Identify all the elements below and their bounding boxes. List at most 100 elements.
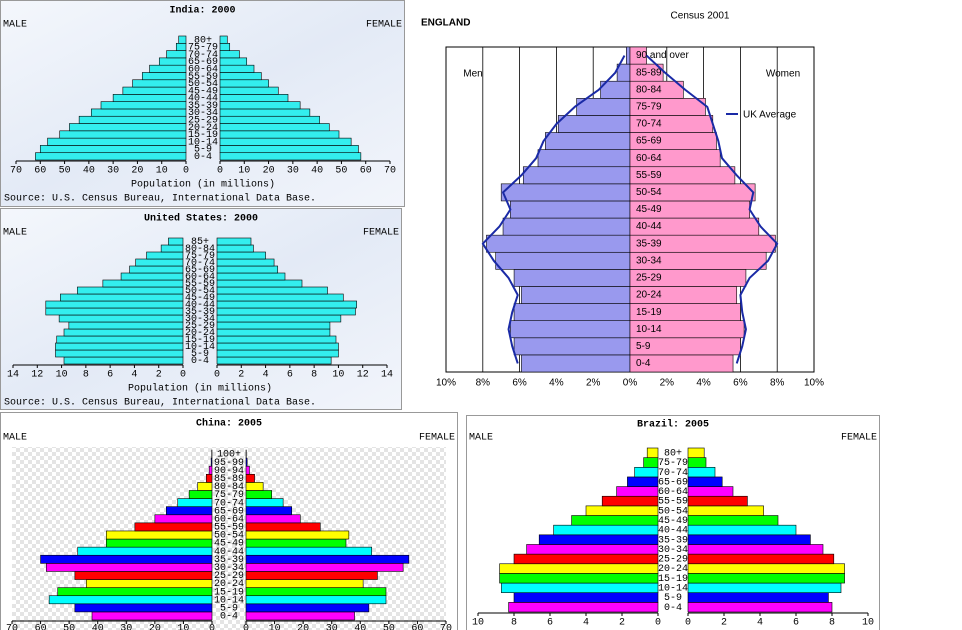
male-bar (122, 86, 187, 95)
age-label: 50-54 (658, 506, 688, 517)
age-label: 65-69 (214, 506, 244, 517)
female-bar (245, 457, 248, 467)
x-axis-label: Population (in millions) (131, 179, 275, 191)
male-bar (59, 130, 187, 139)
female-bar (687, 592, 829, 603)
age-label: 0-4 (220, 612, 238, 623)
female-bar (687, 582, 842, 594)
x-tick-label: 30 (120, 624, 132, 630)
male-bar (57, 587, 213, 597)
female-bar (219, 137, 352, 146)
female-label: FEMALE (419, 433, 455, 444)
x-tick-label: 6% (733, 378, 748, 389)
panel (0, 0, 405, 207)
male-bar (627, 476, 659, 487)
male-bar (616, 486, 659, 497)
male-bar (165, 506, 213, 516)
male-bar (74, 571, 213, 580)
female-bar (245, 603, 370, 613)
age-label: 15-19 (658, 574, 688, 585)
source: Source: U.S. Census Bureau, Internationa… (4, 397, 316, 409)
female-bar (219, 35, 228, 44)
male-bar (149, 64, 187, 73)
female-bar (219, 115, 320, 124)
female-bar (219, 130, 340, 139)
male-bar (571, 515, 659, 526)
age-label: 20-24 (214, 579, 244, 590)
female-bar (216, 335, 337, 344)
age-label: 15-19 (188, 130, 218, 141)
x-tick-label: 2% (586, 378, 601, 389)
male-bar (537, 149, 631, 168)
female-bar (219, 101, 301, 110)
female-bar (216, 293, 344, 302)
male-bar (508, 602, 659, 613)
age-label: 30-34 (185, 314, 215, 325)
female-bar (245, 465, 250, 475)
x-tick-label: 10% (804, 378, 824, 389)
age-label: 65-69 (658, 477, 688, 488)
age-label: 80+ (664, 448, 682, 459)
age-label: 80+ (194, 35, 212, 46)
x-tick-label: 12 (31, 370, 43, 381)
male-bar (495, 251, 631, 270)
male-bar (105, 530, 213, 540)
age-label: 50-54 (636, 187, 662, 198)
male-bar (120, 272, 184, 281)
x-tick-label: 20 (297, 624, 309, 630)
age-label: 0-4 (194, 152, 212, 163)
male-bar (513, 303, 631, 321)
female-bar (216, 244, 254, 253)
age-label: 20-24 (185, 328, 215, 339)
source: Source: U.S. Census Bureau, Internationa… (4, 193, 316, 205)
x-tick-label: 10 (56, 370, 68, 381)
x-tick-label: 40 (83, 166, 95, 177)
x-axis-label: Population (in millions) (128, 383, 272, 395)
female-bar (245, 482, 264, 491)
age-label: 60-64 (188, 64, 218, 75)
male-bar (510, 320, 631, 339)
male-bar (585, 505, 659, 516)
female-bar (687, 553, 835, 565)
x-tick-label: 4 (757, 618, 763, 629)
age-label: 10-14 (636, 324, 662, 335)
male-bar (538, 534, 659, 545)
male-bar (499, 563, 659, 574)
age-label: 35-39 (188, 101, 218, 112)
female-bar (245, 595, 387, 605)
female-label: Women (766, 69, 800, 80)
female-bar (216, 272, 286, 281)
age-label: 35-39 (636, 238, 662, 249)
male-bar (526, 544, 659, 555)
male-bar (55, 342, 184, 351)
age-label: 80-84 (185, 244, 215, 255)
x-tick-label: 0 (180, 370, 186, 381)
x-tick-label: 30 (326, 624, 338, 630)
age-label: 15-19 (214, 587, 244, 598)
age-label: 35-39 (658, 535, 688, 546)
chart-title: Brazil: 2005 (637, 419, 709, 431)
male-bar (197, 482, 213, 491)
x-tick-label: 40 (311, 166, 323, 177)
female-bar (245, 522, 321, 532)
x-tick-label: 40 (92, 624, 104, 630)
x-tick-label: 60 (360, 166, 372, 177)
age-label: 75-79 (636, 102, 662, 113)
female-bar (245, 498, 284, 507)
male-bar (626, 46, 631, 65)
x-tick-label: 30 (287, 166, 299, 177)
male-bar (168, 237, 184, 246)
female-bar (219, 94, 289, 102)
age-label: 70-74 (188, 50, 218, 61)
female-bar (216, 321, 331, 330)
age-label: 55-59 (636, 170, 662, 181)
age-label: 80-84 (636, 84, 662, 95)
average-line (481, 55, 626, 364)
x-tick-label: 30 (107, 166, 119, 177)
female-bar (219, 152, 362, 161)
x-tick-label: 4 (263, 370, 269, 381)
male-bar (68, 321, 184, 330)
x-tick-label: 0% (623, 378, 638, 389)
age-label: 40-44 (214, 547, 244, 558)
x-tick-label: 2 (238, 370, 244, 381)
